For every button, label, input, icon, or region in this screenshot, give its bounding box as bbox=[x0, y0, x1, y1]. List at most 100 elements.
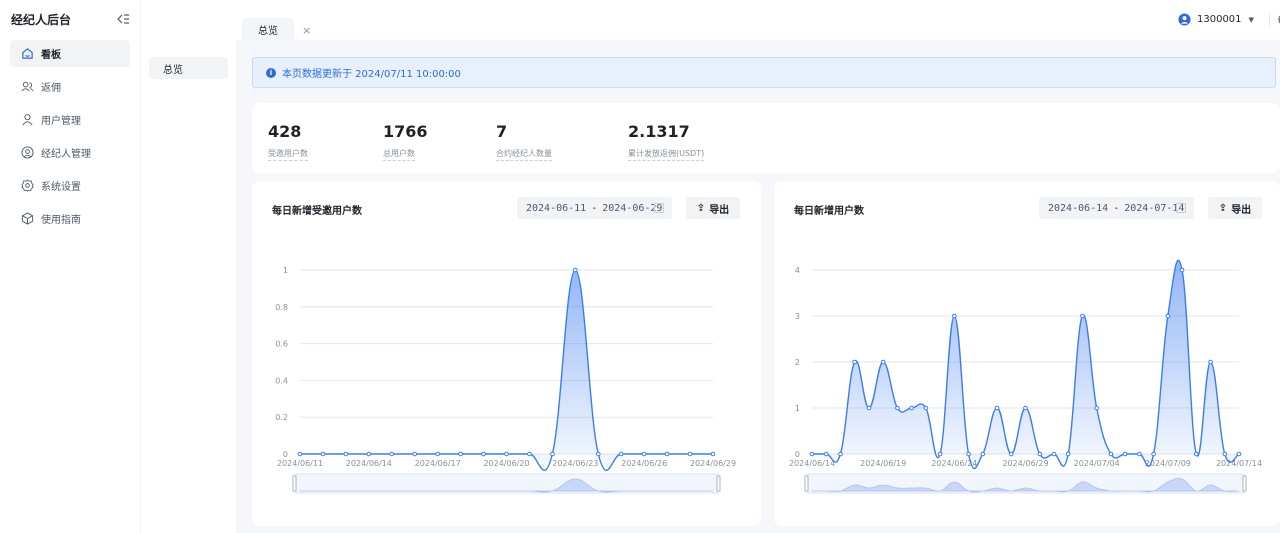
stat-value: 2.1317 bbox=[628, 122, 690, 141]
data-point bbox=[1165, 313, 1171, 319]
data-point bbox=[458, 451, 463, 457]
data-point bbox=[966, 451, 971, 457]
data-point bbox=[1008, 451, 1014, 457]
data-point bbox=[573, 267, 578, 273]
divider bbox=[1269, 14, 1270, 26]
globe-icon[interactable] bbox=[1278, 13, 1280, 26]
invited-users-chart[interactable]: 0 0.2 0.4 0.6 0.8 1 2024/06/11 2024/06/14 2024/0… bbox=[252, 181, 761, 526]
data-point bbox=[1051, 451, 1057, 457]
data-point bbox=[412, 451, 418, 457]
stat-label: 累计发放返佣(USDT) bbox=[628, 148, 705, 161]
avatar-icon bbox=[1178, 13, 1191, 26]
sidebar-item-dashboard[interactable]: 看板 bbox=[10, 40, 130, 67]
user-menu[interactable]: 1300001 ▼ bbox=[1178, 13, 1254, 26]
sidebar-item-users[interactable]: 用户管理 bbox=[10, 106, 130, 133]
date-range-picker[interactable]: 2024-06-14 - 2024-07-14 bbox=[1039, 197, 1194, 219]
data-point bbox=[320, 451, 326, 457]
range-separator: - bbox=[1113, 202, 1120, 214]
range-end: 2024-07-14 bbox=[1124, 202, 1185, 214]
y-tick-label: 2 bbox=[795, 358, 800, 367]
zoom-slider-preview bbox=[812, 477, 1240, 493]
data-point bbox=[1151, 451, 1156, 457]
submenu: 总览 bbox=[141, 0, 236, 533]
sidebar-item-settings[interactable]: 系统设置 bbox=[10, 172, 130, 199]
data-point bbox=[687, 451, 693, 457]
zoom-handle-right bbox=[716, 475, 721, 492]
data-point bbox=[1037, 451, 1043, 457]
export-button[interactable]: ⇪ 导出 bbox=[686, 197, 740, 219]
series-area bbox=[300, 270, 713, 471]
date-range-picker[interactable]: 2024-06-11 - 2024-06-29 bbox=[517, 197, 672, 219]
sidebar-item-label: 经纪人管理 bbox=[41, 149, 91, 160]
zoom-handle-left bbox=[292, 475, 297, 492]
chart-card-invited: 每日新增受邀用户数 2024-06-11 - 2024-06-29 ⇪ 导出 0… bbox=[252, 181, 761, 526]
export-label: 导出 bbox=[1231, 204, 1252, 216]
update-notice: i 本页数据更新于 2024/07/11 10:00:00 bbox=[252, 57, 1276, 88]
data-point bbox=[838, 451, 843, 457]
y-tick-label: 1 bbox=[283, 266, 288, 275]
series-area bbox=[812, 260, 1239, 469]
data-point bbox=[852, 359, 857, 365]
zoom-handle-right bbox=[1242, 475, 1247, 492]
data-point bbox=[343, 451, 349, 457]
user-id: 1300001 bbox=[1197, 14, 1242, 25]
y-tick-label: 3 bbox=[795, 312, 800, 321]
stats-panel: 428 受邀用户数 1766 总用户数 7 合约经纪人数量 2.1317 累计发… bbox=[252, 103, 1280, 173]
series-line bbox=[812, 259, 1240, 470]
range-start: 2024-06-14 bbox=[1048, 202, 1109, 214]
collapse-menu-icon[interactable] bbox=[116, 13, 130, 25]
series-line bbox=[300, 269, 713, 471]
x-tick-label: 2024/06/24 bbox=[931, 459, 977, 468]
data-point bbox=[618, 451, 624, 457]
stat-value: 428 bbox=[268, 122, 302, 141]
new-users-chart[interactable]: 0 1 2 3 4 2024/06/14 2024/06/19 2024/06/24 2024/… bbox=[774, 181, 1280, 526]
y-tick-label: 4 bbox=[795, 266, 800, 275]
stat-value: 7 bbox=[496, 122, 508, 141]
topbar: 总览 × 1300001 ▼ bbox=[236, 0, 1280, 40]
data-point bbox=[595, 451, 601, 457]
data-point bbox=[980, 451, 986, 457]
calendar-icon bbox=[654, 203, 664, 213]
data-point bbox=[1222, 451, 1228, 457]
sidebar-item-guide[interactable]: 使用指南 bbox=[10, 205, 130, 232]
x-tick-label: 2024/06/20 bbox=[483, 459, 529, 468]
sidebar-item-rebate[interactable]: 返佣 bbox=[10, 73, 130, 100]
data-point bbox=[366, 451, 372, 457]
calendar-icon bbox=[1176, 203, 1186, 213]
range-start: 2024-06-11 bbox=[526, 202, 587, 214]
range-separator: - bbox=[591, 202, 598, 214]
stat-label: 受邀用户数 bbox=[268, 148, 308, 161]
sidebar-item-label: 使用指南 bbox=[41, 215, 81, 226]
y-tick-label: 0.6 bbox=[275, 340, 288, 349]
sidebar-item-label: 返佣 bbox=[41, 83, 61, 94]
x-tick-label: 2024/06/23 bbox=[552, 459, 598, 468]
submenu-item-overview[interactable]: 总览 bbox=[149, 57, 228, 79]
zoom-slider-preview bbox=[300, 478, 713, 493]
data-point bbox=[1108, 451, 1114, 457]
x-tick-label: 2024/07/14 bbox=[1216, 459, 1262, 468]
chevron-down-icon: ▼ bbox=[1248, 15, 1254, 24]
brand-title: 经纪人后台 bbox=[11, 13, 72, 27]
y-tick-label: 1 bbox=[795, 404, 800, 413]
x-tick-label: 2024/06/14 bbox=[346, 459, 392, 468]
y-tick-label: 0 bbox=[795, 450, 800, 459]
chart-card-new-users: 每日新增用户数 2024-06-14 - 2024-07-14 ⇪ 导出 0 1 2… bbox=[774, 181, 1280, 526]
x-tick-label: 2024/07/04 bbox=[1074, 459, 1120, 468]
data-point bbox=[504, 451, 509, 457]
close-icon[interactable]: × bbox=[302, 24, 312, 37]
sidebar-item-brokers[interactable]: 经纪人管理 bbox=[10, 139, 130, 166]
y-tick-label: 0.8 bbox=[275, 303, 288, 312]
users-icon bbox=[21, 81, 34, 92]
export-button[interactable]: ⇪ 导出 bbox=[1208, 197, 1262, 219]
data-point bbox=[994, 405, 1000, 411]
data-point bbox=[550, 451, 555, 457]
x-tick-label: 2024/06/11 bbox=[277, 459, 323, 468]
data-point bbox=[1122, 451, 1128, 457]
sidebar-item-label: 用户管理 bbox=[41, 116, 81, 127]
upload-icon: ⇪ bbox=[1218, 202, 1228, 214]
user-icon bbox=[22, 114, 33, 126]
sidebar-item-label: 看板 bbox=[41, 50, 61, 61]
tab-overview[interactable]: 总览 bbox=[242, 18, 294, 40]
export-label: 导出 bbox=[709, 204, 730, 216]
chart-title: 每日新增用户数 bbox=[794, 206, 864, 217]
